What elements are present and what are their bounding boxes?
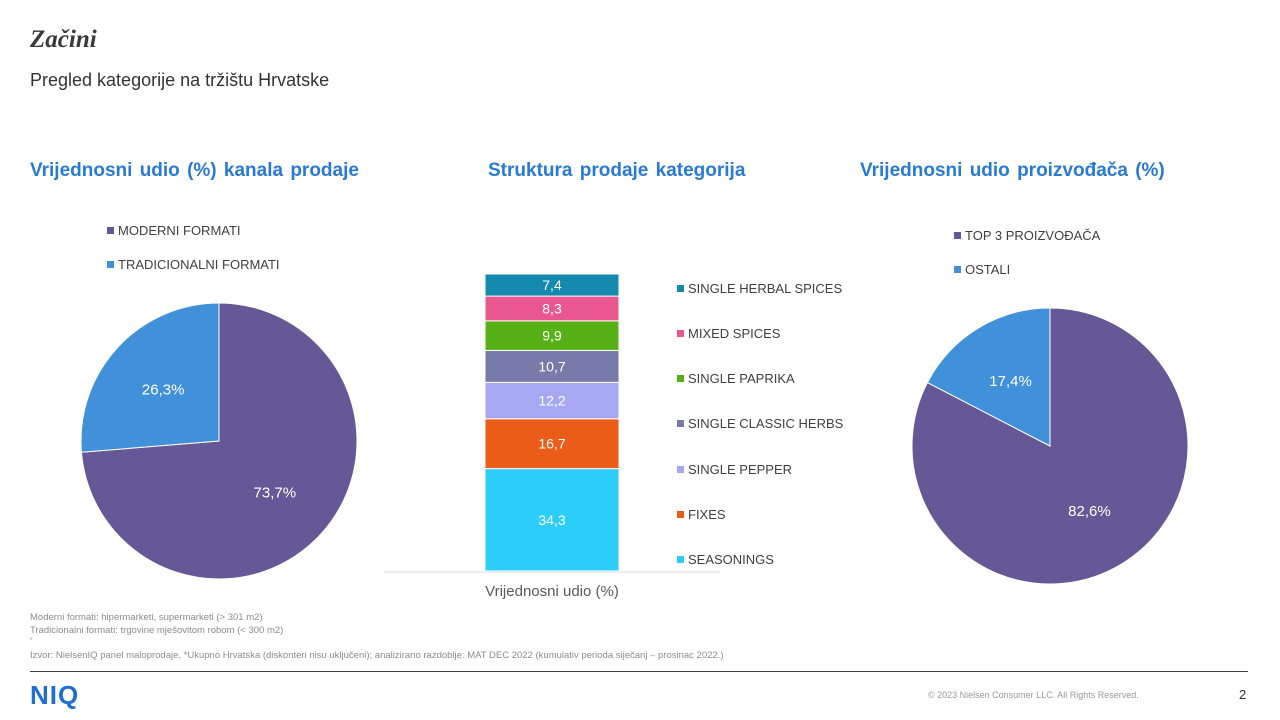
pie-slice-tradicionalni-formati xyxy=(80,302,220,453)
bar-segment-seasonings xyxy=(484,468,620,572)
legend-swatch xyxy=(677,511,684,518)
legend-swatch xyxy=(677,285,684,292)
bar-data-label: 8,3 xyxy=(542,300,562,316)
legend-label: SEASONINGS xyxy=(688,552,774,567)
legend-item-seasonings: SEASONINGS xyxy=(677,552,774,567)
bar-data-label: 12,2 xyxy=(538,393,565,409)
bar-segment-single-pepper xyxy=(484,381,620,420)
footnote-traditional-formats: Tradicionalni formati: trgovine mješovit… xyxy=(30,625,284,636)
chart-title-manufacturers: Vrijednosni udio proizvođača (%) xyxy=(860,160,1165,181)
pie-slice-ostali xyxy=(926,307,1051,447)
legend-label: SINGLE PEPPER xyxy=(688,462,793,477)
niq-logo: NIQ xyxy=(30,680,80,710)
legend-swatch xyxy=(677,420,684,427)
legend-item-tradicionalni-formati: TRADICIONALNI FORMATI xyxy=(107,257,280,272)
legend-item-single-herbal-spices: SINGLE HERBAL SPICES xyxy=(677,281,842,296)
page-number: 2 xyxy=(1239,687,1247,702)
legend-swatch xyxy=(677,466,684,473)
legend-label: OSTALI xyxy=(965,262,1011,277)
pie-chart-sales-channels: 73,7% 26,3% xyxy=(80,302,358,580)
legend-item-single-paprika: SINGLE PAPRIKA xyxy=(677,371,795,386)
legend-label: TRADICIONALNI FORMATI xyxy=(118,257,280,272)
chart-title-category-structure: Struktura prodaje kategorija xyxy=(488,160,746,181)
footnote-source: Izvor: NielsenIQ panel maloprodaje, *Uku… xyxy=(30,650,724,661)
legend-item-mixed-spices: MIXED SPICES xyxy=(677,326,780,341)
legend-item-moderni-formati: MODERNI FORMATI xyxy=(107,223,241,238)
legend-label: TOP 3 PROIZVOĐAČA xyxy=(965,228,1101,243)
bar-data-label: 9,9 xyxy=(542,328,562,344)
stacked-bar-chart-category-structure: 34,3 16,7 12,2 10,7 9,9 8,3 7,4 Vrijednosni udi… xyxy=(384,273,720,600)
page-subtitle: Pregled kategorije na tržištu Hrvatske xyxy=(30,70,330,90)
footnote-modern-formats: Moderni formati: hipermarketi, supermark… xyxy=(30,612,263,623)
footer-divider xyxy=(30,671,1248,672)
pie-chart-manufacturers: 82,6% 17,4% xyxy=(911,307,1189,585)
legend-swatch xyxy=(107,261,114,268)
legend-swatch xyxy=(107,227,114,234)
pie-data-label: 26,3% xyxy=(142,382,185,399)
legend-label: SINGLE CLASSIC HERBS xyxy=(688,416,844,431)
x-axis-category-label: Vrijednosni udio (%) xyxy=(485,583,619,600)
bar-data-label: 16,7 xyxy=(538,436,565,452)
legend-label: MIXED SPICES xyxy=(688,326,781,341)
pie-data-label: 17,4% xyxy=(989,373,1032,390)
pie-data-label: 82,6% xyxy=(1068,503,1111,520)
bar-data-label: 7,4 xyxy=(542,277,562,293)
legend-item-ostali: OSTALI xyxy=(954,262,1010,277)
chart-title-sales-channels: Vrijednosni udio (%) kanala prodaje xyxy=(30,160,359,181)
pie-data-label: 73,7% xyxy=(254,484,297,501)
legend-swatch xyxy=(677,375,684,382)
bar-segment-single-paprika xyxy=(484,320,620,351)
legend-item-single-pepper: SINGLE PEPPER xyxy=(677,462,792,477)
bar-data-label: 10,7 xyxy=(538,358,565,374)
legend-label: FIXES xyxy=(688,507,726,522)
legend-swatch xyxy=(954,232,961,239)
bar-segment-single-herbal-spices xyxy=(484,273,620,297)
page-title: Začini xyxy=(30,26,97,53)
bar-data-label: 34,3 xyxy=(538,512,565,528)
legend-label: SINGLE PAPRIKA xyxy=(688,371,795,386)
legend-label: SINGLE HERBAL SPICES xyxy=(688,281,843,296)
legend-label: MODERNI FORMATI xyxy=(118,223,241,238)
legend-swatch xyxy=(677,556,684,563)
legend-item-fixes: FIXES xyxy=(677,507,726,522)
legend-item-top3-proizvodaca: TOP 3 PROIZVOĐAČA xyxy=(954,228,1100,243)
copyright-text: © 2023 Nielsen Consumer LLC. All Rights … xyxy=(928,690,1139,700)
footnote-asterisk: * xyxy=(30,638,33,644)
bar-segment-fixes xyxy=(484,418,620,470)
legend-swatch xyxy=(677,330,684,337)
legend-item-single-classic-herbs: SINGLE CLASSIC HERBS xyxy=(677,416,843,431)
bar-segment-mixed-spices xyxy=(484,295,620,322)
legend-swatch xyxy=(954,266,961,273)
bar-segment-single-classic-herbs xyxy=(484,349,620,383)
